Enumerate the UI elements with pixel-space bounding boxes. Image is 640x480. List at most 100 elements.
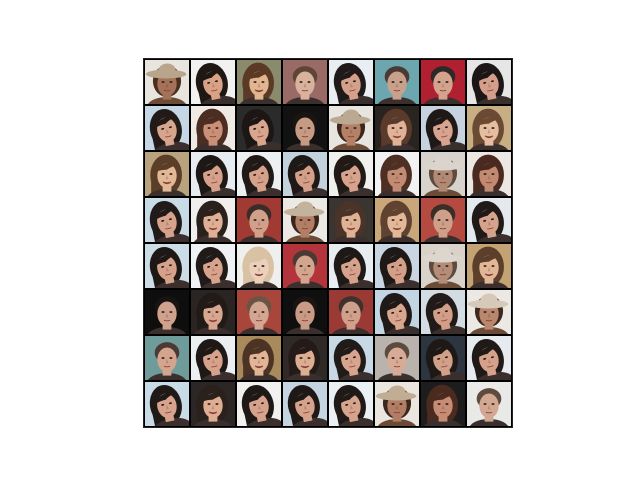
face-tile: [421, 152, 465, 196]
face-thumbnail: [421, 290, 465, 334]
face-thumbnail: [145, 290, 189, 334]
face-thumbnail: [421, 60, 465, 104]
face-tile: [467, 152, 511, 196]
face-thumbnail: [145, 60, 189, 104]
face-tile: [191, 106, 235, 150]
face-tile: [283, 60, 327, 104]
face-tile: [283, 290, 327, 334]
face-thumbnail: [329, 60, 373, 104]
face-thumbnail: [237, 290, 281, 334]
face-thumbnail: [329, 244, 373, 288]
face-thumbnail: [191, 198, 235, 242]
face-thumbnail: [329, 336, 373, 380]
face-tile: [421, 198, 465, 242]
face-thumbnail: [467, 244, 511, 288]
face-thumbnail: [329, 382, 373, 426]
face-thumbnail: [375, 60, 419, 104]
face-thumbnail: [467, 152, 511, 196]
face-thumbnail: [283, 244, 327, 288]
face-tile: [329, 244, 373, 288]
face-thumbnail: [375, 198, 419, 242]
face-tile: [467, 336, 511, 380]
face-thumbnail: [421, 244, 465, 288]
face-thumbnail: [421, 198, 465, 242]
face-thumbnail: [283, 290, 327, 334]
face-thumbnail: [145, 198, 189, 242]
face-thumbnail: [421, 382, 465, 426]
face-thumbnail: [375, 152, 419, 196]
face-tile: [145, 106, 189, 150]
face-thumbnail: [191, 106, 235, 150]
face-thumbnail: [283, 382, 327, 426]
face-tile: [145, 198, 189, 242]
face-thumbnail: [467, 60, 511, 104]
face-thumbnail: [467, 106, 511, 150]
face-thumbnail: [467, 382, 511, 426]
face-thumbnail: [191, 290, 235, 334]
face-thumbnail: [191, 60, 235, 104]
face-tile: [421, 290, 465, 334]
face-tile: [237, 106, 281, 150]
face-thumbnail: [467, 290, 511, 334]
face-tile: [467, 60, 511, 104]
face-tile: [145, 152, 189, 196]
face-tile: [467, 198, 511, 242]
face-tile: [467, 382, 511, 426]
face-thumbnail: [375, 382, 419, 426]
face-tile: [329, 336, 373, 380]
face-thumbnail: [191, 244, 235, 288]
face-thumbnail: [191, 152, 235, 196]
face-thumbnail: [237, 336, 281, 380]
face-tile: [145, 336, 189, 380]
face-tile: [421, 106, 465, 150]
face-tile: [237, 290, 281, 334]
face-tile: [283, 152, 327, 196]
face-tile: [329, 198, 373, 242]
face-tile: [237, 198, 281, 242]
face-tile: [329, 152, 373, 196]
face-tile: [145, 60, 189, 104]
face-thumbnail: [283, 106, 327, 150]
face-tile: [375, 198, 419, 242]
face-thumbnail: [237, 382, 281, 426]
face-thumbnail: [145, 106, 189, 150]
face-tile: [467, 290, 511, 334]
face-thumbnail: [145, 336, 189, 380]
face-thumbnail: [237, 198, 281, 242]
face-tile: [145, 244, 189, 288]
face-thumbnail: [375, 244, 419, 288]
face-tile: [191, 152, 235, 196]
face-thumbnail: [329, 106, 373, 150]
face-tile: [375, 290, 419, 334]
face-tile: [283, 382, 327, 426]
face-thumbnail: [145, 152, 189, 196]
face-thumbnail: [467, 336, 511, 380]
face-tile: [145, 290, 189, 334]
face-tile: [375, 152, 419, 196]
face-tile: [329, 290, 373, 334]
face-tile: [375, 336, 419, 380]
face-tile: [467, 244, 511, 288]
face-tile: [283, 106, 327, 150]
face-thumbnail: [145, 244, 189, 288]
face-tile: [329, 382, 373, 426]
face-thumbnail: [191, 382, 235, 426]
face-tile: [283, 244, 327, 288]
face-tile: [329, 106, 373, 150]
face-thumbnail: [237, 244, 281, 288]
face-tile: [421, 244, 465, 288]
face-sample-grid: [143, 58, 513, 428]
face-tile: [237, 244, 281, 288]
face-tile: [329, 60, 373, 104]
face-tile: [375, 60, 419, 104]
face-thumbnail: [237, 152, 281, 196]
face-thumbnail: [283, 60, 327, 104]
face-thumbnail: [145, 382, 189, 426]
face-thumbnail: [283, 198, 327, 242]
face-tile: [145, 382, 189, 426]
face-thumbnail: [191, 336, 235, 380]
face-thumbnail: [237, 60, 281, 104]
face-tile: [191, 290, 235, 334]
face-tile: [375, 382, 419, 426]
face-tile: [191, 336, 235, 380]
